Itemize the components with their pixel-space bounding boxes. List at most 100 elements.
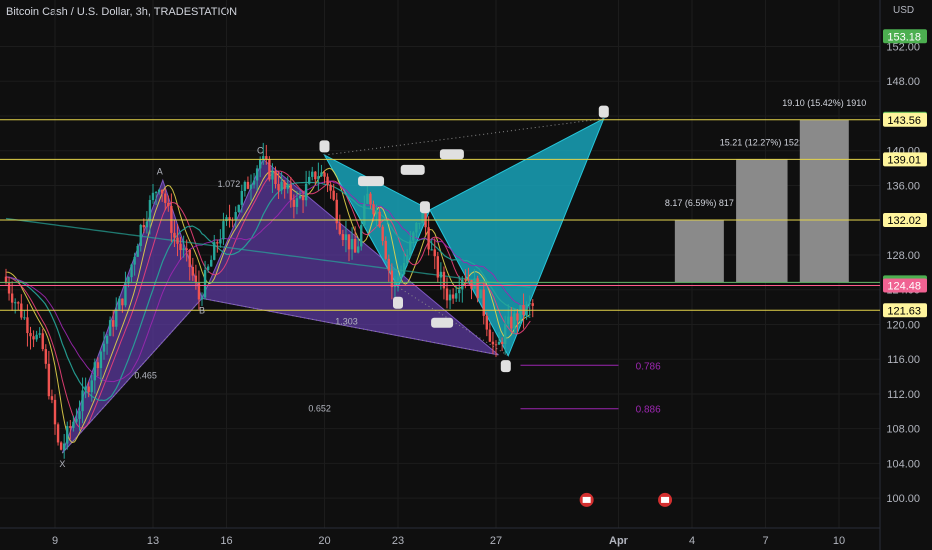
candle-body <box>350 238 354 250</box>
candle-body <box>458 289 461 294</box>
candle-body <box>415 222 418 233</box>
drawing-handle <box>400 164 425 175</box>
price-tick-label: 112.00 <box>887 389 920 401</box>
chart-title: Bitcoin Cash / U.S. Dollar, 3h, TRADESTA… <box>6 6 238 18</box>
candle-body <box>53 399 57 425</box>
candle-body <box>176 237 179 244</box>
candle-body <box>203 270 207 298</box>
candle-body <box>219 239 222 244</box>
candle-body <box>341 234 345 241</box>
target-bar <box>674 220 724 283</box>
candle-body <box>194 275 198 283</box>
candle-body <box>320 172 323 177</box>
candle-body <box>513 313 516 329</box>
candle-body <box>142 225 146 228</box>
candle-body <box>393 280 397 287</box>
ratio-label: 0.652 <box>308 403 331 413</box>
target-label: 19.10 (15.42%) 1910 <box>782 98 866 108</box>
candle-body <box>13 302 17 304</box>
candle-body <box>323 172 326 177</box>
candle-body <box>427 227 430 250</box>
candle-body <box>209 259 213 267</box>
drawing-handle <box>319 140 330 153</box>
candle-body <box>151 192 155 201</box>
candle-body <box>90 380 93 393</box>
ratio-label: 1.072 <box>218 179 241 189</box>
candle-body <box>246 181 250 189</box>
candle-body <box>311 171 314 177</box>
flag-stripes <box>661 496 670 503</box>
candle-body <box>157 189 161 193</box>
candle-body <box>84 386 87 391</box>
candle-body <box>188 249 191 267</box>
candle-body <box>445 288 449 301</box>
drawing-handle <box>431 317 454 328</box>
candle-body <box>488 329 492 342</box>
candle-body <box>439 271 443 278</box>
candle-body <box>479 289 482 299</box>
candle-body <box>286 184 289 189</box>
candle-body <box>35 334 38 340</box>
candles <box>4 142 534 459</box>
candle-body <box>148 200 152 222</box>
time-tick-label: 27 <box>490 535 502 547</box>
candle-body <box>200 297 204 300</box>
candle-body <box>424 209 427 228</box>
time-tick-label: 10 <box>833 535 845 547</box>
candle-body <box>387 258 391 271</box>
time-tick-label: 20 <box>318 535 330 547</box>
drawing-handle <box>419 201 430 214</box>
candle-body <box>476 278 479 299</box>
candle-body <box>442 271 446 289</box>
candle-body <box>356 246 360 253</box>
candle-body <box>500 341 504 345</box>
time-tick-label: 23 <box>392 535 404 547</box>
candle-body <box>265 156 268 160</box>
candle-body <box>317 176 320 180</box>
candle-body <box>421 209 424 223</box>
time-tick-label: 7 <box>762 535 768 547</box>
candle-body <box>369 193 372 205</box>
fib-level-label: 0.786 <box>636 361 661 372</box>
candle-body <box>154 192 158 194</box>
candle-body <box>249 184 253 189</box>
candle-body <box>378 211 381 227</box>
xb-dotted-line <box>61 298 203 454</box>
point-label-a: A <box>157 166 163 176</box>
candle-body <box>470 280 473 289</box>
candle-body <box>399 274 403 278</box>
candle-body <box>497 341 501 345</box>
candle-body <box>99 351 103 369</box>
candle-body <box>243 181 247 191</box>
candle-body <box>314 171 317 180</box>
candle-body <box>164 193 167 203</box>
point-label-b: B <box>199 305 205 315</box>
candle-body <box>402 262 406 275</box>
level-badge-label: 124.48 <box>887 281 921 293</box>
candle-body <box>510 316 513 329</box>
candle-body <box>304 183 308 201</box>
candle-body <box>384 240 387 259</box>
xc-dotted-line <box>324 118 604 156</box>
time-tick-label: Apr <box>609 535 629 547</box>
candle-body <box>268 159 271 180</box>
candle-body <box>507 316 510 324</box>
target-bar <box>736 159 788 283</box>
candle-body <box>136 245 139 257</box>
candle-body <box>206 266 210 271</box>
moving-average-line <box>5 167 531 444</box>
level-badge <box>883 278 927 293</box>
candle-body <box>531 303 534 306</box>
candle-body <box>412 232 415 241</box>
candle-body <box>280 181 283 191</box>
candle-body <box>473 278 476 289</box>
price-tick-label: 152.00 <box>886 42 920 54</box>
level-badge-label: 132.02 <box>887 215 921 227</box>
candle-body <box>307 176 311 184</box>
candle-body <box>44 349 48 364</box>
fib-level-label: 0.886 <box>636 405 661 416</box>
candle-body <box>298 195 302 199</box>
level-badge <box>883 213 927 228</box>
candle-body <box>50 396 54 400</box>
